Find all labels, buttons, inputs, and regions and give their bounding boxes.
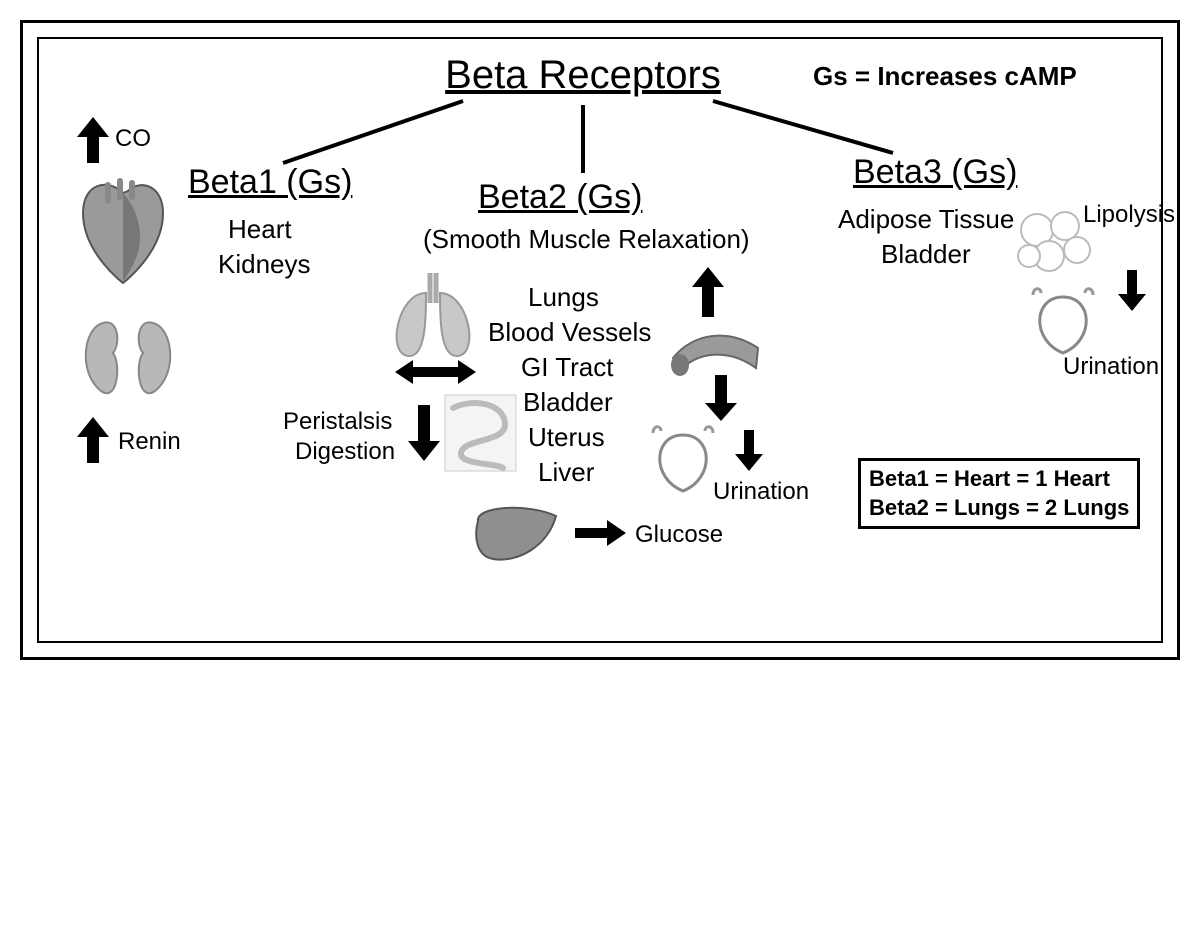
beta2-tissue-vessels: Blood Vessels <box>488 316 651 349</box>
heart-icon <box>68 173 178 293</box>
mnemonic-box: Beta1 = Heart = 1 Heart Beta2 = Lungs = … <box>858 458 1140 529</box>
bladder-icon <box>1023 285 1103 360</box>
beta2-effect-urination: Urination <box>713 478 809 506</box>
beta3-tissue-bladder: Bladder <box>881 238 971 271</box>
mnemonic-line-1: Beta1 = Heart = 1 Heart <box>869 465 1129 494</box>
beta2-tissue-gi: GI Tract <box>521 351 613 384</box>
beta2-effect-glucose: Glucose <box>635 521 723 549</box>
beta1-effect-co: CO <box>115 125 151 153</box>
beta2-heading: Beta2 (Gs) <box>478 178 642 217</box>
liver-icon <box>468 501 563 566</box>
beta2-tissue-uterus: Uterus <box>528 421 605 454</box>
arrow-down-icon <box>406 403 442 463</box>
beta2-tissue-liver: Liver <box>538 456 594 489</box>
beta2-effect-peristalsis: Peristalsis <box>283 408 392 436</box>
lungs-icon <box>378 268 488 363</box>
gi-tract-icon <box>443 393 518 473</box>
beta1-tissue-heart: Heart <box>228 213 292 246</box>
arrow-down-icon <box>703 373 739 423</box>
beta1-tissue-kidneys: Kidneys <box>218 248 311 281</box>
arrow-widen-icon <box>393 358 478 386</box>
kidneys-icon <box>73 313 183 403</box>
beta3-tissue-adipose: Adipose Tissue <box>838 203 1014 236</box>
outer-frame: Beta Receptors Gs = Increases cAMP Beta1… <box>20 20 1180 660</box>
arrow-down-icon <box>733 428 765 473</box>
arrow-up-icon <box>688 265 728 320</box>
mnemonic-line-2: Beta2 = Lungs = 2 Lungs <box>869 494 1129 523</box>
beta2-effect-digestion: Digestion <box>295 438 395 466</box>
arrow-up-icon <box>73 115 113 165</box>
beta3-effect-urination: Urination <box>1063 353 1159 381</box>
beta1-heading: Beta1 (Gs) <box>188 163 352 202</box>
arrow-right-icon <box>573 518 628 548</box>
arrow-down-icon <box>1116 268 1148 313</box>
beta2-subtitle: (Smooth Muscle Relaxation) <box>423 223 750 256</box>
beta1-effect-renin: Renin <box>118 428 181 456</box>
beta3-heading: Beta3 (Gs) <box>853 153 1017 192</box>
beta3-effect-lipolysis: Lipolysis <box>1083 201 1175 229</box>
diagram-canvas: Beta Receptors Gs = Increases cAMP Beta1… <box>0 0 1200 927</box>
beta2-tissue-bladder: Bladder <box>523 386 613 419</box>
arrow-up-icon <box>73 415 113 465</box>
beta2-tissue-lungs: Lungs <box>528 281 599 314</box>
bladder-icon <box>643 423 723 498</box>
